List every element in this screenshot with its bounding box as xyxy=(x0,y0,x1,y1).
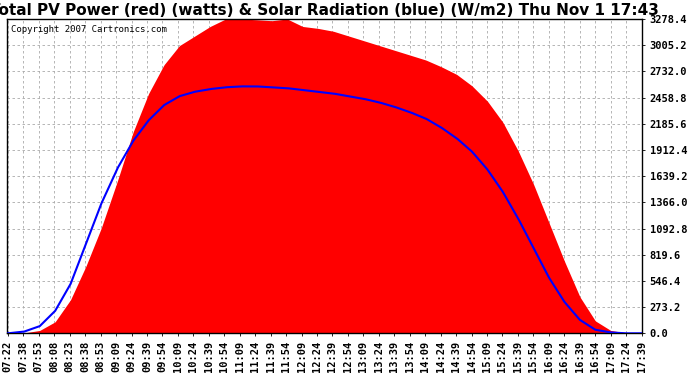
Title: Total PV Power (red) (watts) & Solar Radiation (blue) (W/m2) Thu Nov 1 17:43: Total PV Power (red) (watts) & Solar Rad… xyxy=(0,3,659,18)
Text: Copyright 2007 Cartronics.com: Copyright 2007 Cartronics.com xyxy=(10,25,166,34)
